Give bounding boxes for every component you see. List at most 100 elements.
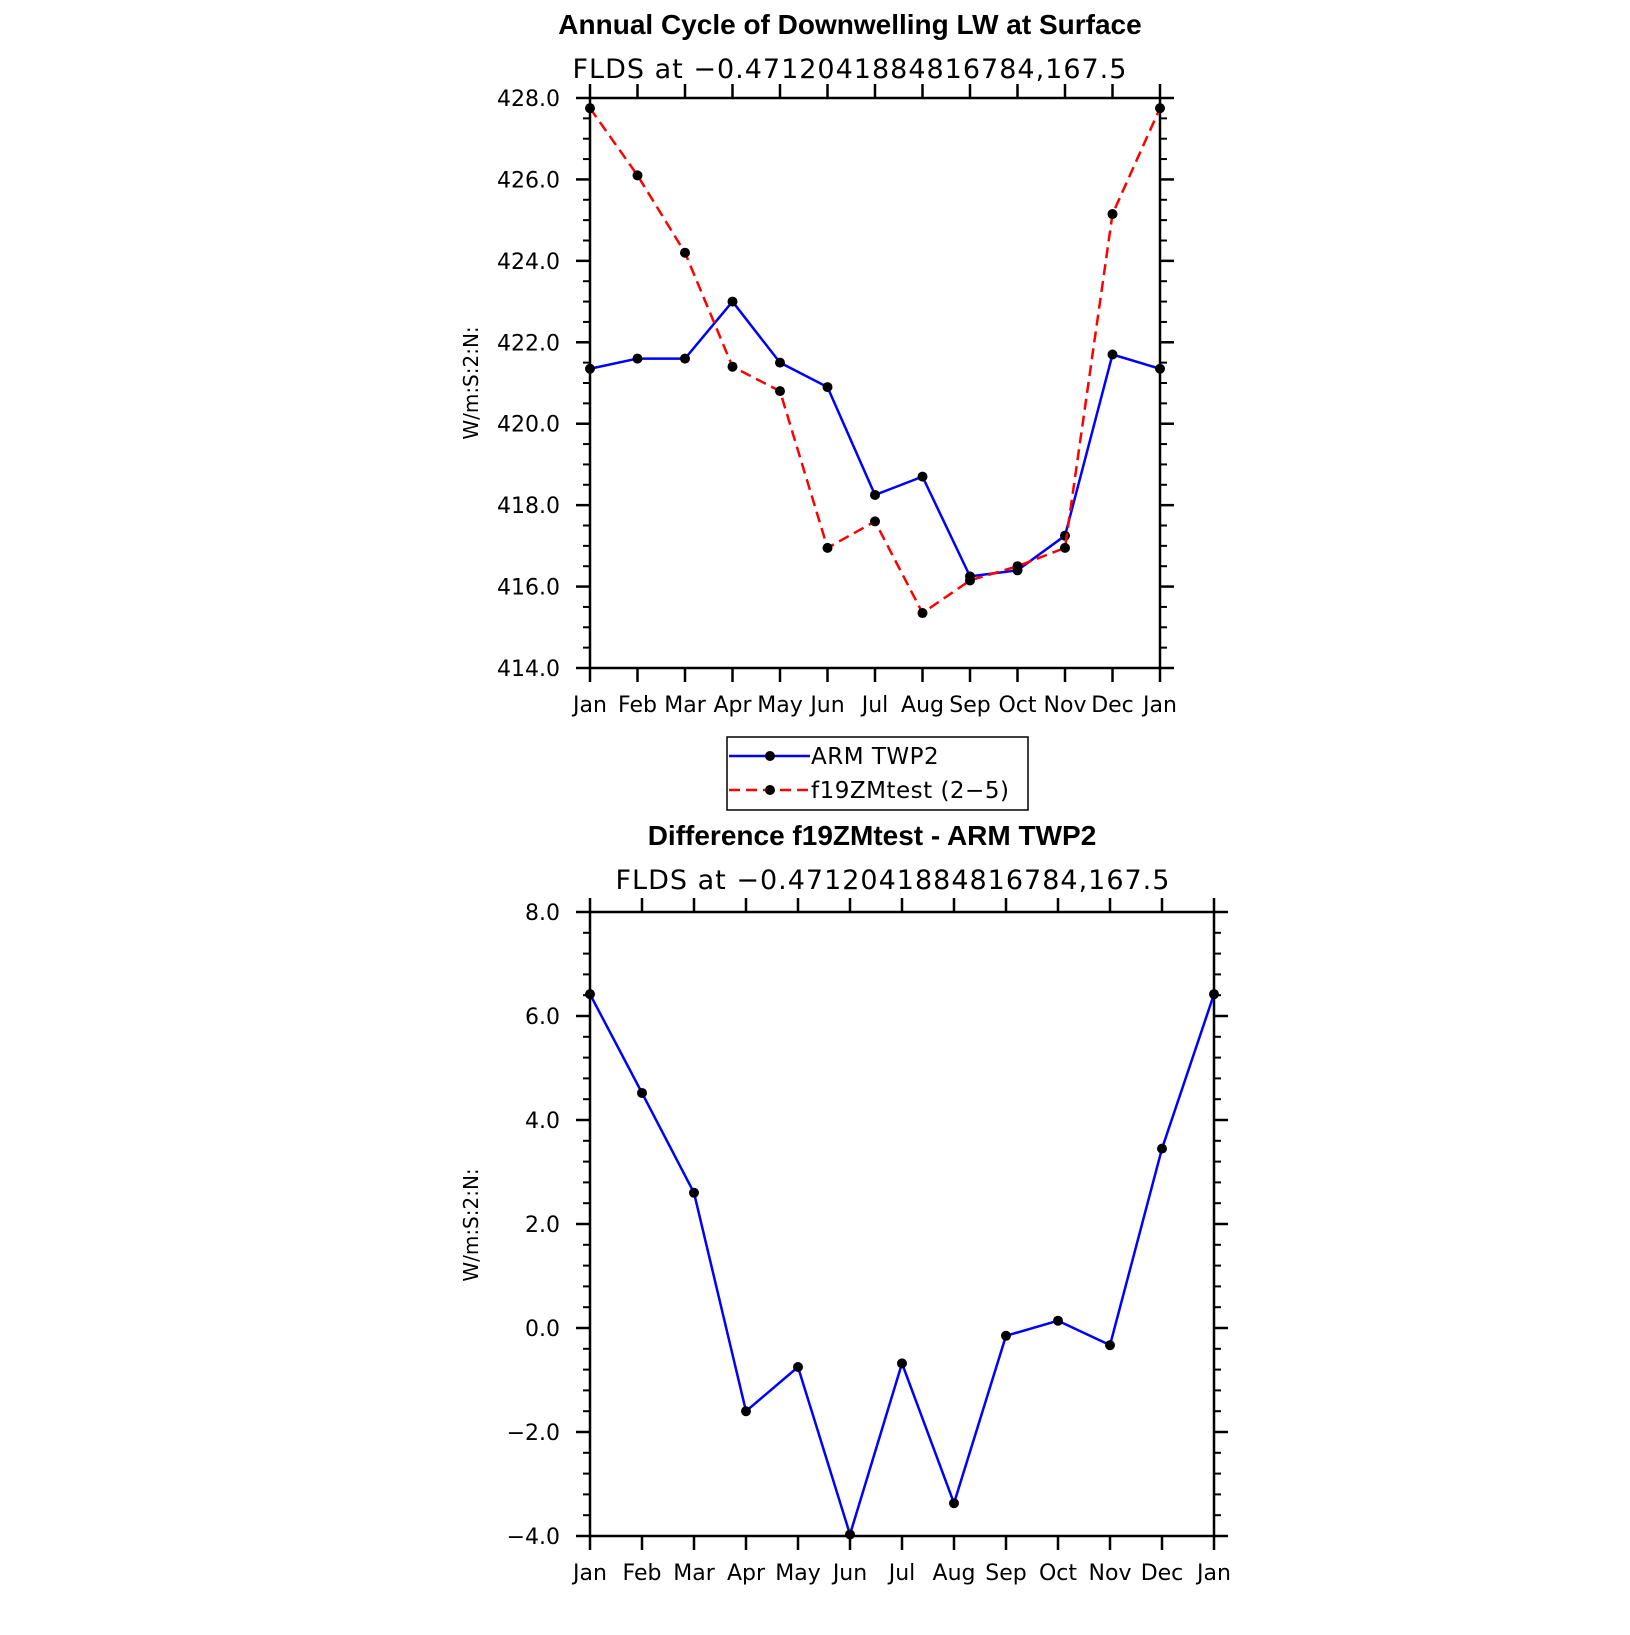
y-tick-label: 426.0 [497, 168, 560, 193]
x-tick-label: Jan [571, 1561, 607, 1586]
x-tick-label: Jul [887, 1561, 916, 1586]
bottom-chart-subtitle: FLDS at −0.4712041884816784,167.5 [616, 865, 1171, 896]
top-chart-plot-frame [588, 96, 1162, 670]
x-tick-label: May [757, 693, 802, 718]
x-tick-label: Dec [1141, 1561, 1184, 1586]
legend-box [726, 736, 1029, 811]
series-1-point [727, 296, 738, 307]
x-tick-label: Feb [623, 1561, 662, 1586]
x-tick-label: Oct [998, 693, 1036, 718]
series-2-point [585, 103, 595, 114]
x-tick-label: Oct [1039, 1561, 1077, 1586]
y-tick-label: 416.0 [497, 576, 560, 601]
x-tick-label: Jan [571, 693, 607, 718]
series-1-point [689, 1187, 699, 1198]
series-1-point [870, 489, 880, 500]
series-2-point [965, 575, 975, 586]
bottom-chart-plot-frame [588, 910, 1216, 1538]
series-2-point [775, 386, 785, 397]
series-1-point [845, 1529, 855, 1540]
series-line-1 [589, 300, 1161, 578]
series-2-point [632, 170, 643, 181]
y-tick-label: 8.0 [525, 901, 560, 926]
series-1-point [897, 1358, 907, 1369]
series-1-point [1209, 989, 1219, 1000]
top-chart-x-tick-labels: Jan Feb Mar Apr May Jun Jul Aug Sep Oct Nov Dec Jan [571, 693, 1177, 718]
top-chart-y-tick-labels: 414.0 416.0 418.0 420.0 422.0 424.0 426.0 428.0 [497, 87, 560, 682]
top-chart-ticks [576, 84, 1174, 682]
x-tick-label: Nov [1089, 1561, 1132, 1586]
top-chart-title: Annual Cycle of Downwelling LW at Surfac… [558, 9, 1141, 40]
x-tick-label: Jun [831, 1561, 867, 1586]
y-tick-label: 422.0 [497, 331, 560, 356]
x-tick-label: Jan [1195, 1561, 1231, 1586]
top-chart-series [585, 103, 1165, 619]
series-2-point [1107, 209, 1118, 220]
series-1-point [585, 363, 595, 374]
y-tick-label: 0.0 [525, 1317, 560, 1342]
bottom-chart-title: Difference f19ZMtest - ARM TWP2 [648, 820, 1097, 851]
series-1-point [1155, 363, 1165, 374]
bottom-chart-y-axis-label: W/m:S:2:N: [459, 1168, 483, 1281]
series-1-point [1105, 1340, 1115, 1351]
series-line-2 [588, 107, 1162, 615]
series-line-1 [588, 993, 1216, 1536]
series-1-point [1107, 349, 1118, 360]
series-1-point [917, 471, 928, 482]
x-tick-label: Aug [933, 1561, 976, 1586]
y-tick-label: 6.0 [525, 1005, 560, 1030]
top-chart: Annual Cycle of Downwelling LW at Surfac… [459, 9, 1177, 718]
legend-label-arm-twp2: ARM TWP2 [811, 744, 939, 770]
x-tick-label: Jul [860, 693, 889, 718]
x-tick-label: Aug [901, 693, 944, 718]
series-2-point [822, 542, 833, 553]
legend-label-f19zmtest: f19ZMtest (2−5) [811, 778, 1009, 804]
series-1-point [632, 353, 643, 364]
series-2-point [727, 361, 738, 372]
x-tick-label: Jan [1141, 693, 1177, 718]
x-tick-label: Feb [618, 693, 657, 718]
top-chart-subtitle: FLDS at −0.4712041884816784,167.5 [573, 54, 1128, 85]
bottom-chart-y-tick-labels: −4.0 −2.0 0.0 2.0 4.0 6.0 8.0 [507, 901, 560, 1550]
legend: ARM TWP2 f19ZMtest (2−5) [726, 736, 1029, 811]
series-1-point [1157, 1143, 1167, 1154]
bottom-chart-x-tick-labels: Jan Feb Mar Apr May Jun Jul Aug Sep Oct Nov Dec Jan [571, 1561, 1231, 1586]
series-2-point [680, 247, 690, 258]
x-tick-label: Mar [673, 1561, 715, 1586]
y-tick-label: 428.0 [497, 87, 560, 112]
y-tick-label: 424.0 [497, 250, 560, 275]
legend-marker-arm-twp2 [765, 751, 775, 761]
top-chart-y-axis-label: W/m:S:2:N: [459, 326, 483, 439]
x-tick-label: May [775, 1561, 820, 1586]
y-tick-label: 4.0 [525, 1109, 560, 1134]
series-1-point [585, 989, 595, 1000]
x-tick-label: Mar [664, 693, 706, 718]
x-tick-label: Sep [949, 693, 990, 718]
legend-marker-f19zmtest [765, 785, 775, 795]
series-1-point [1001, 1330, 1011, 1341]
series-1-point [741, 1406, 751, 1417]
bottom-chart-series [585, 989, 1219, 1540]
x-tick-label: Nov [1044, 693, 1087, 718]
x-tick-label: Apr [727, 1561, 766, 1586]
y-tick-label: −2.0 [507, 1421, 560, 1446]
y-tick-label: 418.0 [497, 494, 560, 519]
series-2-point [917, 608, 928, 619]
y-tick-label: 420.0 [497, 413, 560, 438]
x-tick-label: Jun [808, 693, 844, 718]
series-2-point [870, 516, 880, 527]
series-2-point [1012, 561, 1023, 572]
bottom-chart-ticks [576, 898, 1228, 1550]
y-tick-label: −4.0 [507, 1525, 560, 1550]
series-1-point [949, 1498, 959, 1509]
series-1-point [822, 382, 833, 393]
y-tick-label: 414.0 [497, 657, 560, 682]
y-tick-label: 2.0 [525, 1213, 560, 1238]
series-1-point [775, 357, 785, 368]
x-tick-label: Apr [713, 693, 752, 718]
series-1-point [1053, 1315, 1063, 1326]
x-tick-label: Dec [1091, 693, 1134, 718]
series-2-point [1155, 103, 1165, 114]
